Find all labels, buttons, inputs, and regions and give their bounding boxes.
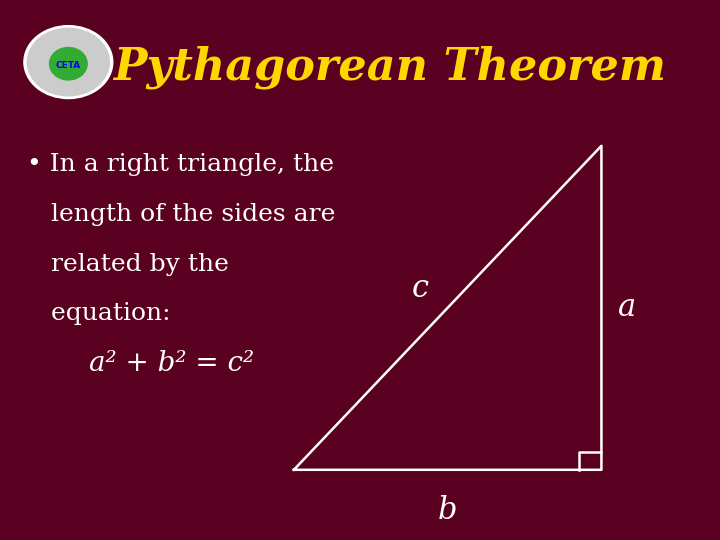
Text: Pythagorean Theorem: Pythagorean Theorem [113,46,666,89]
Text: length of the sides are: length of the sides are [27,203,336,226]
Text: c: c [412,273,429,305]
Ellipse shape [27,28,109,96]
Text: b: b [438,495,457,526]
Ellipse shape [50,48,87,80]
Text: a² + b² = c²: a² + b² = c² [89,350,254,377]
Ellipse shape [24,25,113,98]
Text: related by the: related by the [27,253,229,275]
Text: CETA: CETA [55,62,81,70]
Text: equation:: equation: [27,302,171,325]
Text: a: a [618,292,636,323]
Text: • In a right triangle, the: • In a right triangle, the [27,153,334,176]
